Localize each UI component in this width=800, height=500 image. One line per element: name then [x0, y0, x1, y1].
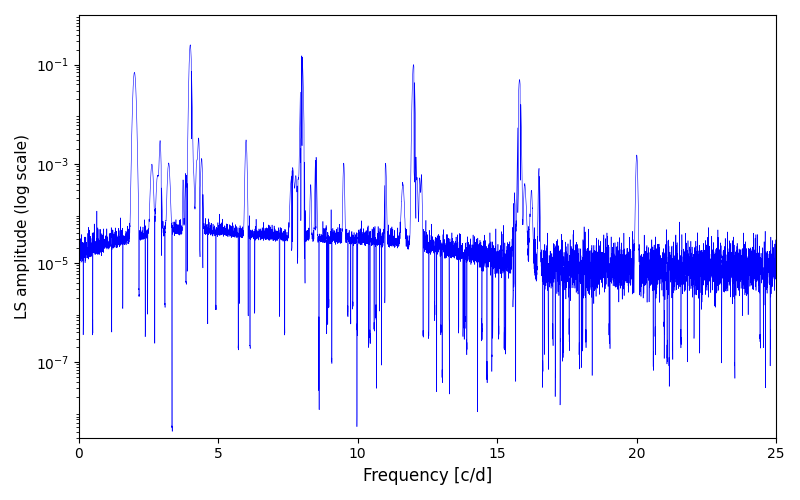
X-axis label: Frequency [c/d]: Frequency [c/d]	[363, 467, 492, 485]
Y-axis label: LS amplitude (log scale): LS amplitude (log scale)	[15, 134, 30, 319]
